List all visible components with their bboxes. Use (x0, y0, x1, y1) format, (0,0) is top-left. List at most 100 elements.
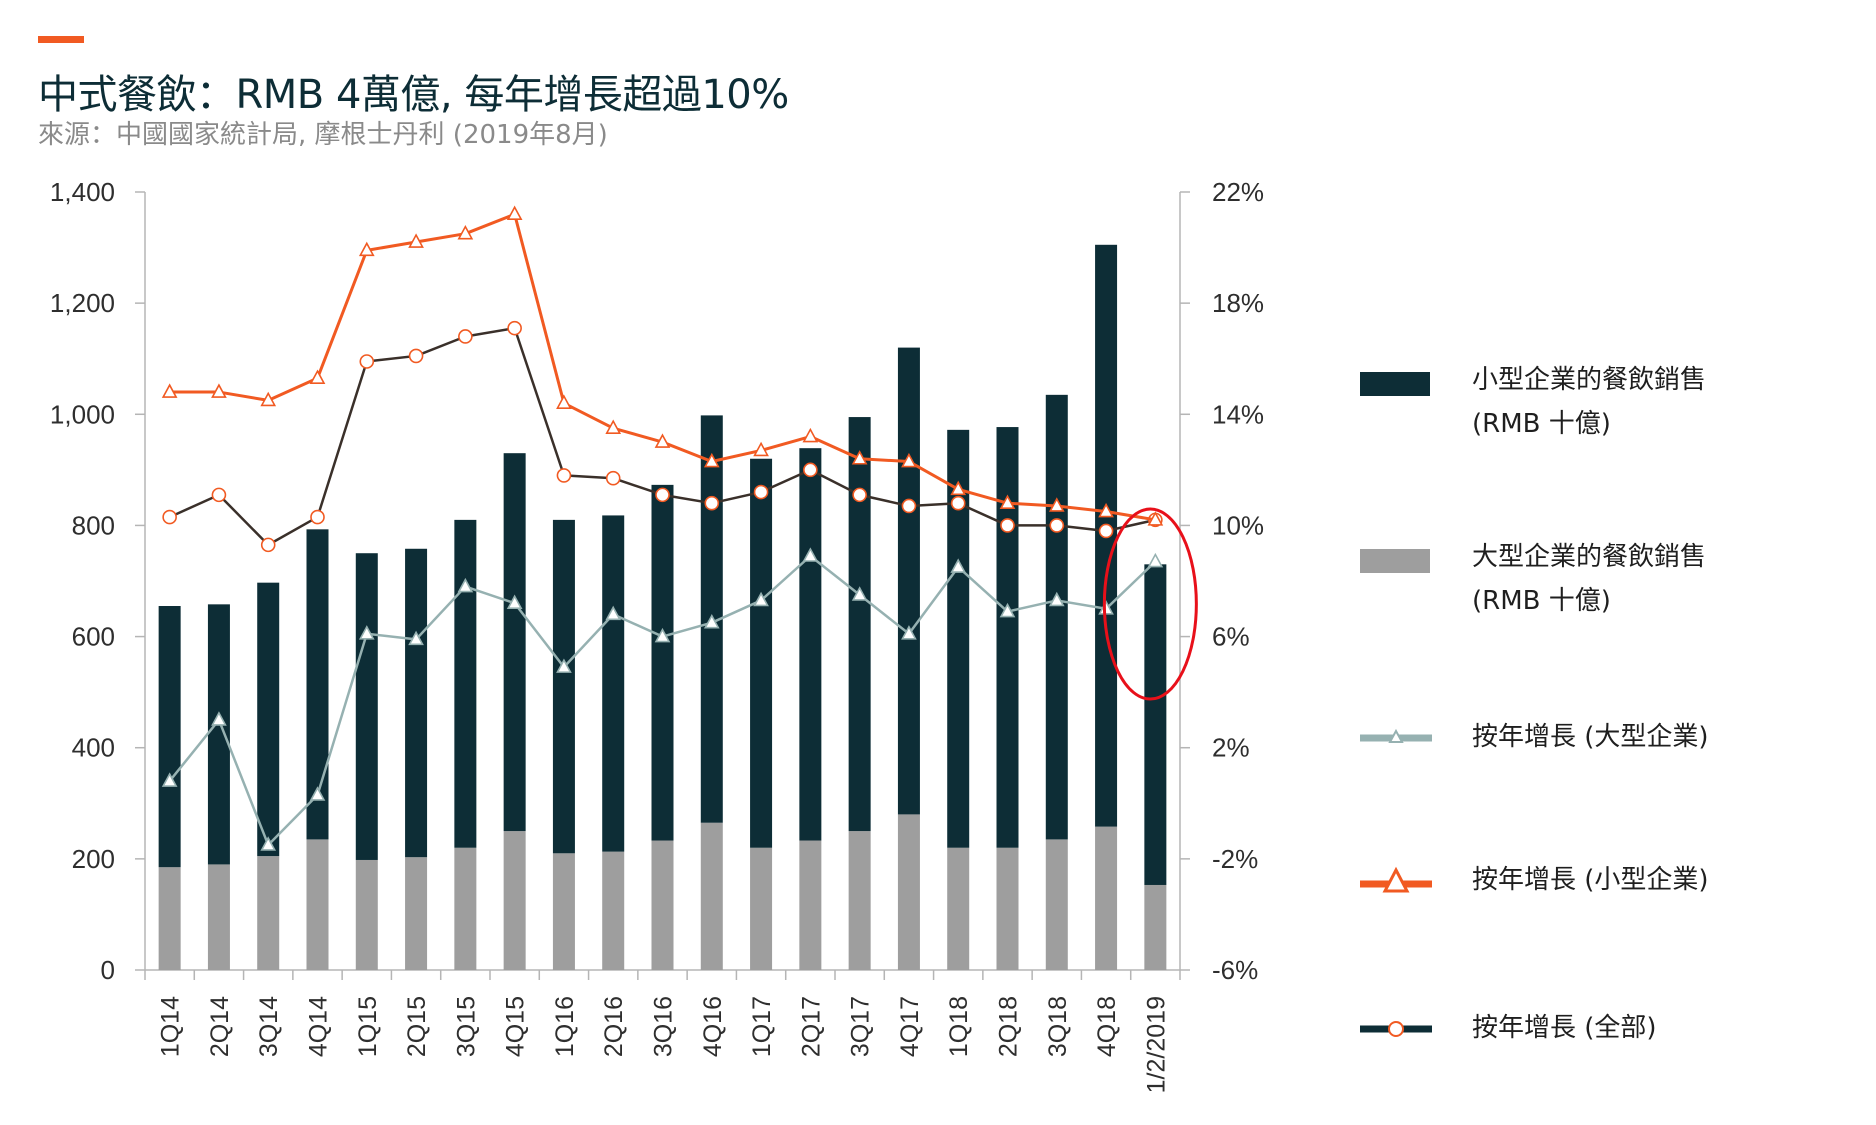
right-tick-label: -6% (1212, 955, 1258, 985)
x-tick-label: 1Q18 (945, 996, 973, 1057)
bar-small-enterprise (1045, 394, 1068, 840)
legend-item-growth-large: 按年增長 (大型企業) (1360, 715, 1860, 815)
right-tick-label: 2% (1212, 733, 1250, 763)
x-tick-label: 4Q15 (502, 996, 530, 1057)
right-tick-label: 22% (1212, 177, 1264, 207)
x-tick-label: 3Q16 (650, 996, 678, 1057)
bar-small-enterprise (503, 453, 526, 832)
x-tick-label: 3Q18 (1044, 996, 1072, 1057)
growth-large-point (999, 602, 1016, 618)
x-tick-label: 4Q18 (1093, 996, 1121, 1057)
bar-large-enterprise (1045, 839, 1068, 970)
bar-small-enterprise (552, 519, 575, 854)
bar-small-enterprise (158, 606, 181, 868)
growth-large-point (556, 658, 572, 673)
legend-label: 小型企業的餐飲銷售 (1472, 365, 1707, 395)
growth-large-point (161, 772, 178, 787)
bar-large-enterprise (158, 867, 181, 970)
growth-small-point (654, 433, 671, 448)
bar-small-enterprise (897, 347, 920, 815)
bar-large-enterprise (897, 814, 920, 970)
growth-total-point (408, 348, 424, 364)
growth-small-point (506, 205, 523, 221)
growth-total-point (704, 495, 720, 511)
line-circle-swatch-icon (1360, 1021, 1432, 1037)
bar-large-enterprise (602, 851, 625, 970)
bar-large-enterprise (207, 864, 230, 970)
growth-large-point (260, 836, 277, 851)
page-subtitle: 來源：中國國家統計局, 摩根士丹利 (2019年8月) (38, 120, 608, 150)
bar-large-enterprise (1095, 826, 1118, 970)
growth-small-point (260, 391, 277, 407)
bar-small-enterprise (651, 484, 674, 841)
growth-total-point (260, 537, 276, 553)
growth-small-point (703, 452, 720, 468)
growth-small-point (556, 394, 572, 409)
bar-small-enterprise (947, 429, 970, 848)
growth-small-point (753, 441, 769, 457)
growth-total-point (753, 484, 769, 500)
growth-total-point (359, 354, 375, 369)
right-tick-label: 6% (1212, 622, 1250, 652)
bar-large-enterprise (355, 859, 378, 970)
line-triangle-swatch-icon (1360, 728, 1432, 743)
x-tick-label: 1/2/2019 (1142, 996, 1170, 1093)
x-tick-label: 2Q18 (995, 996, 1023, 1057)
left-tick-label: 600 (72, 622, 115, 652)
legend-label: 按年增長 (大型企業) (1472, 722, 1709, 752)
bar-large-enterprise (848, 831, 871, 970)
growth-total-point (507, 320, 522, 336)
right-tick-label: 14% (1212, 399, 1264, 429)
growth-total-point (950, 495, 966, 511)
x-tick-label: 1Q16 (551, 996, 579, 1057)
legend-item-large-sales: 大型企業的餐飲銷售 (RMB 十億) (1360, 535, 1860, 635)
left-tick-label: 1,400 (50, 177, 115, 207)
x-tick-label: 2Q16 (600, 996, 628, 1057)
growth-total-point (1000, 518, 1015, 533)
growth-large-point (851, 586, 868, 601)
growth-small-point (457, 224, 474, 240)
growth-large-point (605, 605, 622, 621)
growth-large-point (901, 625, 917, 640)
x-tick-label: 2Q17 (797, 996, 825, 1057)
growth-large-point (408, 630, 424, 646)
growth-total-point (1098, 523, 1114, 539)
growth-small-point (309, 369, 326, 384)
growth-small-point (211, 383, 227, 398)
growth-total-point (162, 509, 177, 525)
x-tick-label: 2Q14 (206, 996, 234, 1057)
left-tick-label: 0 (101, 955, 115, 985)
growth-large-point (1048, 591, 1065, 607)
left-tick-label: 400 (72, 733, 115, 763)
page-title: 中式餐飲：RMB 4萬億, 每年增長超過10% (38, 72, 789, 118)
x-tick-label: 4Q14 (305, 996, 333, 1057)
growth-small-point (358, 241, 375, 257)
growth-small-point (408, 233, 424, 248)
legend-label-unit: (RMB 十億) (1472, 409, 1611, 439)
line-triangle-swatch-icon (1360, 866, 1432, 893)
bar-small-enterprise (306, 529, 329, 840)
growth-small-point (851, 450, 868, 465)
left-tick-label: 1,000 (50, 399, 115, 429)
bar-swatch-icon (1360, 372, 1430, 396)
highlight-ellipse (1102, 507, 1198, 701)
x-tick-label: 4Q17 (896, 996, 924, 1057)
x-tick-label: 4Q16 (699, 996, 727, 1057)
growth-total-point (1049, 518, 1065, 533)
growth-total-point (803, 462, 818, 478)
x-tick-label: 2Q15 (403, 996, 431, 1057)
bar-small-enterprise (454, 519, 477, 848)
growth-total-point (901, 498, 917, 514)
x-tick-label: 1Q17 (748, 996, 776, 1057)
left-tick-label: 800 (72, 510, 115, 540)
growth-small-point (999, 494, 1016, 510)
growth-large-point (309, 786, 326, 801)
bar-large-enterprise (405, 857, 428, 970)
bar-large-enterprise (306, 839, 329, 970)
x-tick-label: 3Q15 (452, 996, 480, 1057)
bar-large-enterprise (651, 840, 674, 970)
growth-small-point (161, 383, 178, 398)
growth-small-point (1098, 502, 1114, 518)
growth-total-point (556, 468, 572, 483)
